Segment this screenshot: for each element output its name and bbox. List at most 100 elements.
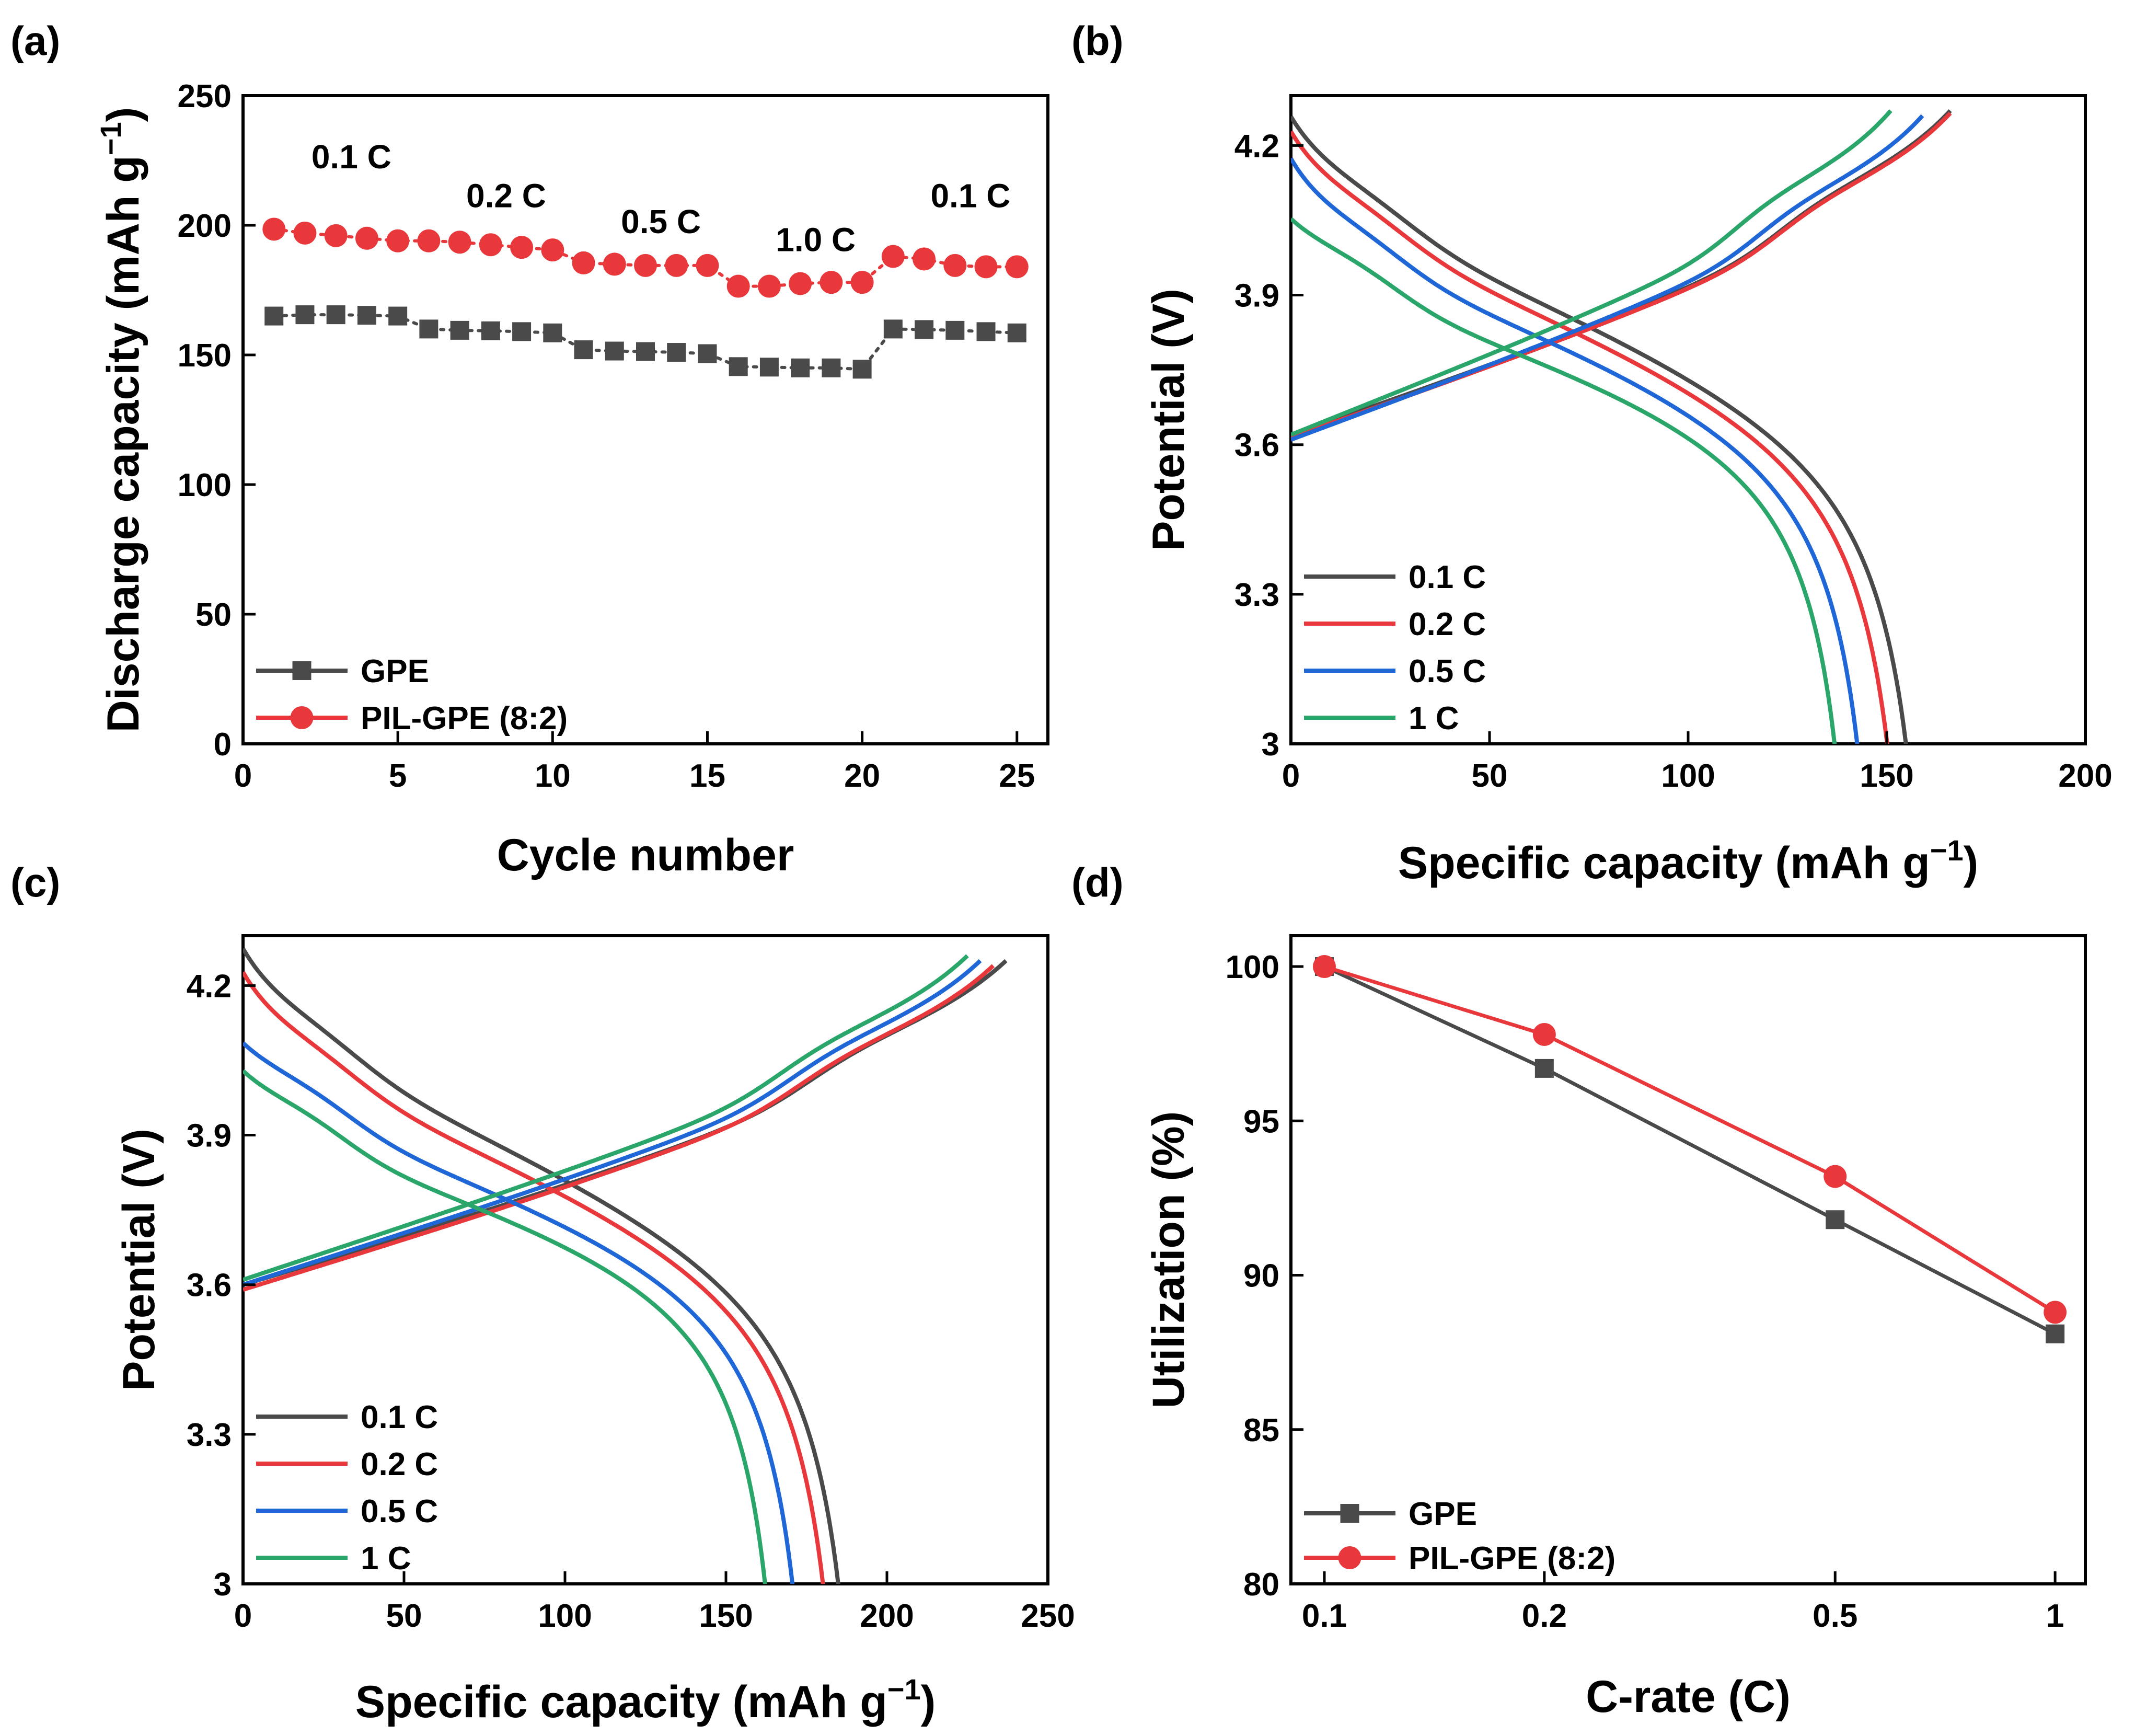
chart-b-legend-label: 1 C xyxy=(1409,700,1459,737)
chart-a-data-point xyxy=(512,322,532,341)
chart-c-charge-curve xyxy=(243,964,995,1292)
chart-d-legend-label: GPE xyxy=(1409,1496,1477,1532)
chart-c-xtick-label: 250 xyxy=(1021,1598,1075,1634)
chart-a-xtick-label: 25 xyxy=(999,758,1035,794)
chart-a-data-point xyxy=(388,306,408,326)
chart-a-rate-annotation: 0.5 C xyxy=(621,203,701,240)
chart-b-legend-label: 0.1 C xyxy=(1409,559,1486,595)
chart-c-xtick-label: 200 xyxy=(860,1598,914,1634)
chart-b-ytick-label: 3.9 xyxy=(1234,278,1279,314)
chart-a-data-point xyxy=(481,321,500,340)
chart-a-data-point xyxy=(419,319,438,339)
chart-a-data-point xyxy=(820,271,843,294)
chart-b-discharge-curve xyxy=(1291,115,1908,744)
chart-a-legend-marker xyxy=(292,661,311,680)
chart-a-data-point xyxy=(915,320,934,339)
chart-d-ticks: 0.1 0.2 0.5 1 80 85 90 95 100 xyxy=(1226,949,2064,1634)
chart-a-data-point xyxy=(945,320,965,340)
chart-b-charge-curve xyxy=(1291,114,1924,442)
panel-label-c: (c) xyxy=(10,859,60,905)
chart-a-data-point xyxy=(943,254,967,277)
chart-c-discharge-curve xyxy=(243,1069,767,1584)
chart-c-xtick-label: 100 xyxy=(538,1598,592,1634)
chart-b-ticks: 0 50 100 150 200 3 3.3 3.6 3.9 4.2 xyxy=(1234,128,2113,794)
chart-a-data-point xyxy=(293,221,317,245)
chart-b-xtick-label: 100 xyxy=(1661,758,1715,794)
chart-d-series-line xyxy=(1323,964,2056,1336)
chart-a-data-point xyxy=(696,254,719,277)
chart-b-ytick-label: 3.6 xyxy=(1234,428,1279,464)
chart-c-legend: 0.1 C 0.2 C 0.5 C 1 C xyxy=(256,1399,438,1577)
chart-b: 0 50 100 150 200 3 3.3 3.6 3.9 4.2 0.1 C 0.2 C 0.5 … xyxy=(1144,94,2113,888)
chart-d-data-point xyxy=(2046,1324,2065,1343)
chart-a-data-point xyxy=(357,306,376,325)
chart-c-xlabel: Specific capacity (mAh g−1) xyxy=(355,1673,936,1727)
panel-label-a: (a) xyxy=(10,18,60,64)
chart-a-legend-label: GPE xyxy=(361,653,429,689)
chart-a-data-point xyxy=(913,247,936,271)
chart-b-legend: 0.1 C 0.2 C 0.5 C 1 C xyxy=(1304,559,1486,737)
chart-b-ytick-label: 4.2 xyxy=(1234,128,1279,164)
chart-b-plot xyxy=(1291,109,1952,744)
chart-b-xlabel: Specific capacity (mAh g−1) xyxy=(1398,834,1978,888)
chart-a-data-point xyxy=(634,254,657,277)
chart-c-ytick-label: 3.3 xyxy=(187,1417,232,1453)
chart-b-discharge-curve xyxy=(1291,130,1889,744)
chart-d-data-point xyxy=(1824,1165,1847,1188)
chart-a-data-point xyxy=(789,272,812,295)
chart-a-xtick-label: 5 xyxy=(389,758,407,794)
chart-a-data-point xyxy=(326,305,345,325)
chart-a-rate-annotation: 0.1 C xyxy=(311,138,391,176)
chart-a-legend: GPE PIL-GPE (8:2) xyxy=(256,653,568,737)
chart-a-data-point xyxy=(850,271,874,294)
chart-b-charge-curve xyxy=(1291,109,1892,437)
chart-a: 0.1 C0.2 C0.5 C 1.0 C0.1 C 0 5 10 15 20 250501… xyxy=(94,78,1049,880)
chart-d-data-point xyxy=(1312,955,1336,979)
chart-d-data-point xyxy=(1534,1059,1554,1078)
chart-c-xtick-label: 150 xyxy=(699,1598,753,1634)
chart-a-rate-annotation: 0.1 C xyxy=(930,177,1010,214)
chart-d-data-point xyxy=(1826,1210,1845,1229)
chart-a-ytick-label: 100 xyxy=(178,467,232,503)
chart-c-legend-label: 1 C xyxy=(361,1540,411,1577)
chart-c-ytick-label: 3.6 xyxy=(187,1268,232,1304)
chart-c-xlabel-sup: −1 xyxy=(887,1673,921,1706)
chart-c-discharge-curve xyxy=(243,947,840,1584)
chart-b-xlabel-sup: −1 xyxy=(1930,834,1964,867)
chart-a-data-point xyxy=(417,229,441,252)
chart-c-ytick-label: 4.2 xyxy=(187,968,232,1004)
chart-a-data-point xyxy=(572,251,595,274)
chart-d-ytick-label: 80 xyxy=(1243,1567,1279,1603)
chart-b-legend-label: 0.2 C xyxy=(1409,606,1486,642)
chart-a-data-point xyxy=(881,245,905,268)
chart-c-xtick-label: 0 xyxy=(234,1598,252,1634)
chart-a-data-point xyxy=(883,319,903,339)
chart-a-data-point xyxy=(605,341,624,361)
chart-b-xtick-label: 200 xyxy=(2058,758,2112,794)
chart-a-data-point xyxy=(1007,323,1026,342)
chart-d-ytick-label: 100 xyxy=(1226,949,1279,985)
chart-a-ylabel-sup: −1 xyxy=(94,122,127,155)
chart-a-data-point xyxy=(510,236,534,259)
chart-a-data-point xyxy=(636,342,655,361)
chart-b-xtick-label: 150 xyxy=(1860,758,1913,794)
chart-a-plot xyxy=(262,217,1029,379)
chart-d-xtick-label: 1 xyxy=(2046,1598,2064,1634)
chart-a-data-point xyxy=(1005,255,1029,279)
chart-a-ytick-label: 150 xyxy=(178,338,232,374)
chart-d: 0.1 0.2 0.5 1 80 85 90 95 100 GPE PIL-GPE (8:2) C… xyxy=(1144,934,2087,1722)
chart-a-data-point xyxy=(757,274,781,298)
chart-a-data-point xyxy=(264,306,284,326)
chart-d-legend-marker xyxy=(1338,1546,1361,1569)
chart-c-frame xyxy=(241,934,1049,1585)
chart-a-data-point xyxy=(262,217,286,241)
chart-a-data-point xyxy=(324,224,348,247)
chart-a-data-point xyxy=(976,322,996,341)
chart-a-ylabel-main: Discharge capacity (mAh g xyxy=(98,155,148,732)
chart-a-data-point xyxy=(541,238,564,262)
chart-b-xtick-label: 50 xyxy=(1472,758,1508,794)
chart-b-xtick-label: 0 xyxy=(1282,758,1300,794)
